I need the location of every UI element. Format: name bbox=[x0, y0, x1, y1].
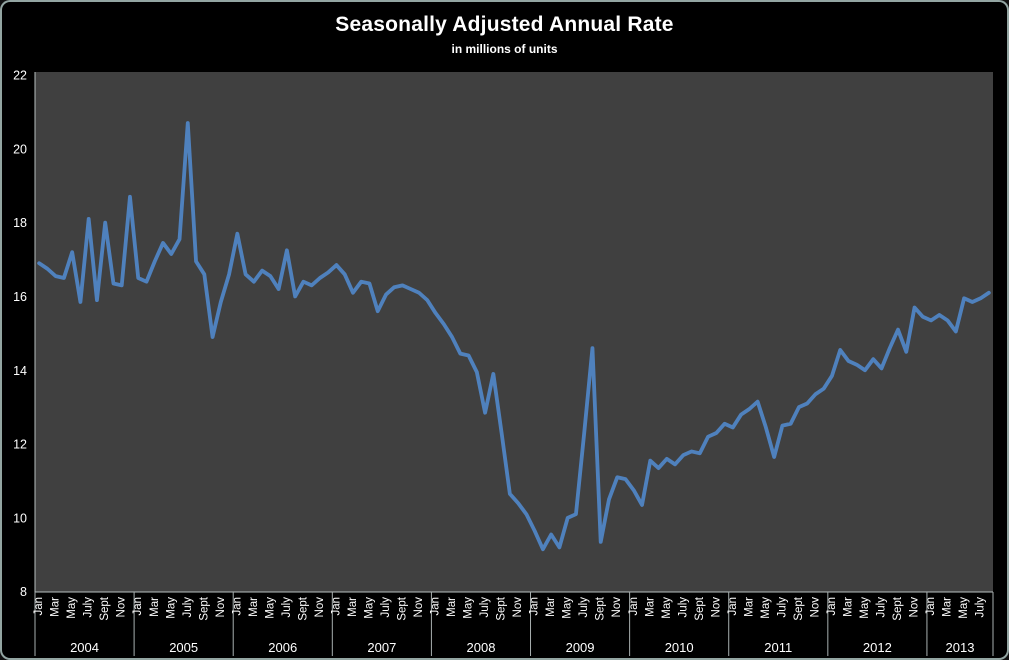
month-tick-label: Sept bbox=[595, 596, 607, 620]
month-tick-label: July bbox=[380, 597, 392, 618]
month-tick-label: Sept bbox=[297, 596, 309, 620]
month-tick-label: Sept bbox=[496, 596, 508, 620]
y-tick-label: 10 bbox=[13, 511, 27, 525]
month-tick-label: May bbox=[66, 597, 78, 619]
month-tick-label: Mar bbox=[644, 597, 656, 617]
year-label: 2008 bbox=[467, 640, 496, 655]
chart-subtitle: in millions of units bbox=[451, 42, 558, 56]
month-tick-label: Mar bbox=[446, 597, 458, 617]
month-tick-label: Jan bbox=[826, 597, 838, 616]
month-tick-label: Jan bbox=[330, 597, 342, 616]
month-tick-label: Nov bbox=[116, 597, 128, 618]
month-tick-label: Jan bbox=[727, 597, 739, 616]
month-tick-label: Nov bbox=[512, 597, 524, 618]
month-tick-label: Sept bbox=[397, 596, 409, 620]
month-tick-label: July bbox=[876, 597, 888, 618]
month-tick-label: July bbox=[83, 597, 95, 618]
month-tick-label: Mar bbox=[942, 597, 954, 617]
month-tick-label: May bbox=[562, 597, 574, 619]
month-tick-label: Mar bbox=[545, 597, 557, 617]
year-label: 2004 bbox=[70, 640, 99, 655]
year-label: 2013 bbox=[946, 640, 975, 655]
y-tick-label: 12 bbox=[13, 438, 27, 452]
month-tick-label: Jan bbox=[33, 597, 45, 616]
month-tick-label: Jan bbox=[430, 597, 442, 616]
y-tick-label: 18 bbox=[13, 216, 27, 230]
month-tick-label: Nov bbox=[809, 597, 821, 618]
month-tick-label: May bbox=[463, 597, 475, 619]
month-tick-label: Jan bbox=[925, 597, 937, 616]
month-tick-label: Sept bbox=[198, 596, 210, 620]
month-tick-label: Mar bbox=[149, 597, 161, 617]
month-tick-label: July bbox=[677, 597, 689, 618]
month-tick-label: Jan bbox=[132, 597, 144, 616]
y-tick-label: 22 bbox=[13, 69, 27, 83]
month-tick-label: May bbox=[760, 597, 772, 619]
y-tick-label: 14 bbox=[13, 364, 27, 378]
month-tick-label: July bbox=[182, 597, 194, 618]
month-tick-label: Sept bbox=[694, 596, 706, 620]
month-tick-label: Sept bbox=[892, 596, 904, 620]
month-tick-label: Mar bbox=[347, 597, 359, 617]
year-label: 2007 bbox=[367, 640, 396, 655]
y-tick-label: 20 bbox=[13, 142, 27, 156]
month-tick-label: Nov bbox=[909, 597, 921, 618]
year-label: 2009 bbox=[566, 640, 595, 655]
month-tick-label: Sept bbox=[793, 596, 805, 620]
month-tick-label: Mar bbox=[50, 597, 62, 617]
year-label: 2011 bbox=[764, 640, 792, 655]
month-tick-label: Nov bbox=[710, 597, 722, 618]
year-label: 2010 bbox=[665, 640, 694, 655]
month-tick-label: May bbox=[859, 597, 871, 619]
chart-title: Seasonally Adjusted Annual Rate bbox=[335, 13, 674, 36]
month-tick-label: Mar bbox=[743, 597, 755, 617]
y-tick-label: 16 bbox=[13, 290, 27, 304]
y-tick-label: 8 bbox=[20, 585, 27, 599]
month-tick-label: Nov bbox=[314, 597, 326, 618]
month-tick-label: May bbox=[661, 597, 673, 619]
month-tick-label: Nov bbox=[611, 597, 623, 618]
month-tick-label: Mar bbox=[248, 597, 260, 617]
year-label: 2012 bbox=[863, 640, 892, 655]
month-tick-label: Nov bbox=[215, 597, 227, 618]
plot-area bbox=[35, 72, 993, 592]
month-tick-label: Nov bbox=[413, 597, 425, 618]
month-tick-label: Jan bbox=[529, 597, 541, 616]
month-tick-label: July bbox=[578, 597, 590, 618]
year-label: 2006 bbox=[268, 640, 297, 655]
month-tick-label: May bbox=[363, 597, 375, 619]
month-tick-label: Jan bbox=[231, 597, 243, 616]
year-label: 2005 bbox=[169, 640, 198, 655]
month-tick-label: Mar bbox=[842, 597, 854, 617]
data-line bbox=[37, 121, 991, 552]
month-tick-label: May bbox=[165, 597, 177, 619]
month-tick-label: July bbox=[479, 597, 491, 618]
month-tick-label: Jan bbox=[628, 597, 640, 616]
month-tick-label: July bbox=[281, 597, 293, 618]
month-tick-label: May bbox=[958, 597, 970, 619]
month-tick-label: July bbox=[975, 597, 987, 618]
month-tick-label: July bbox=[776, 597, 788, 618]
month-tick-label: May bbox=[264, 597, 276, 619]
month-tick-label: Sept bbox=[99, 596, 111, 620]
